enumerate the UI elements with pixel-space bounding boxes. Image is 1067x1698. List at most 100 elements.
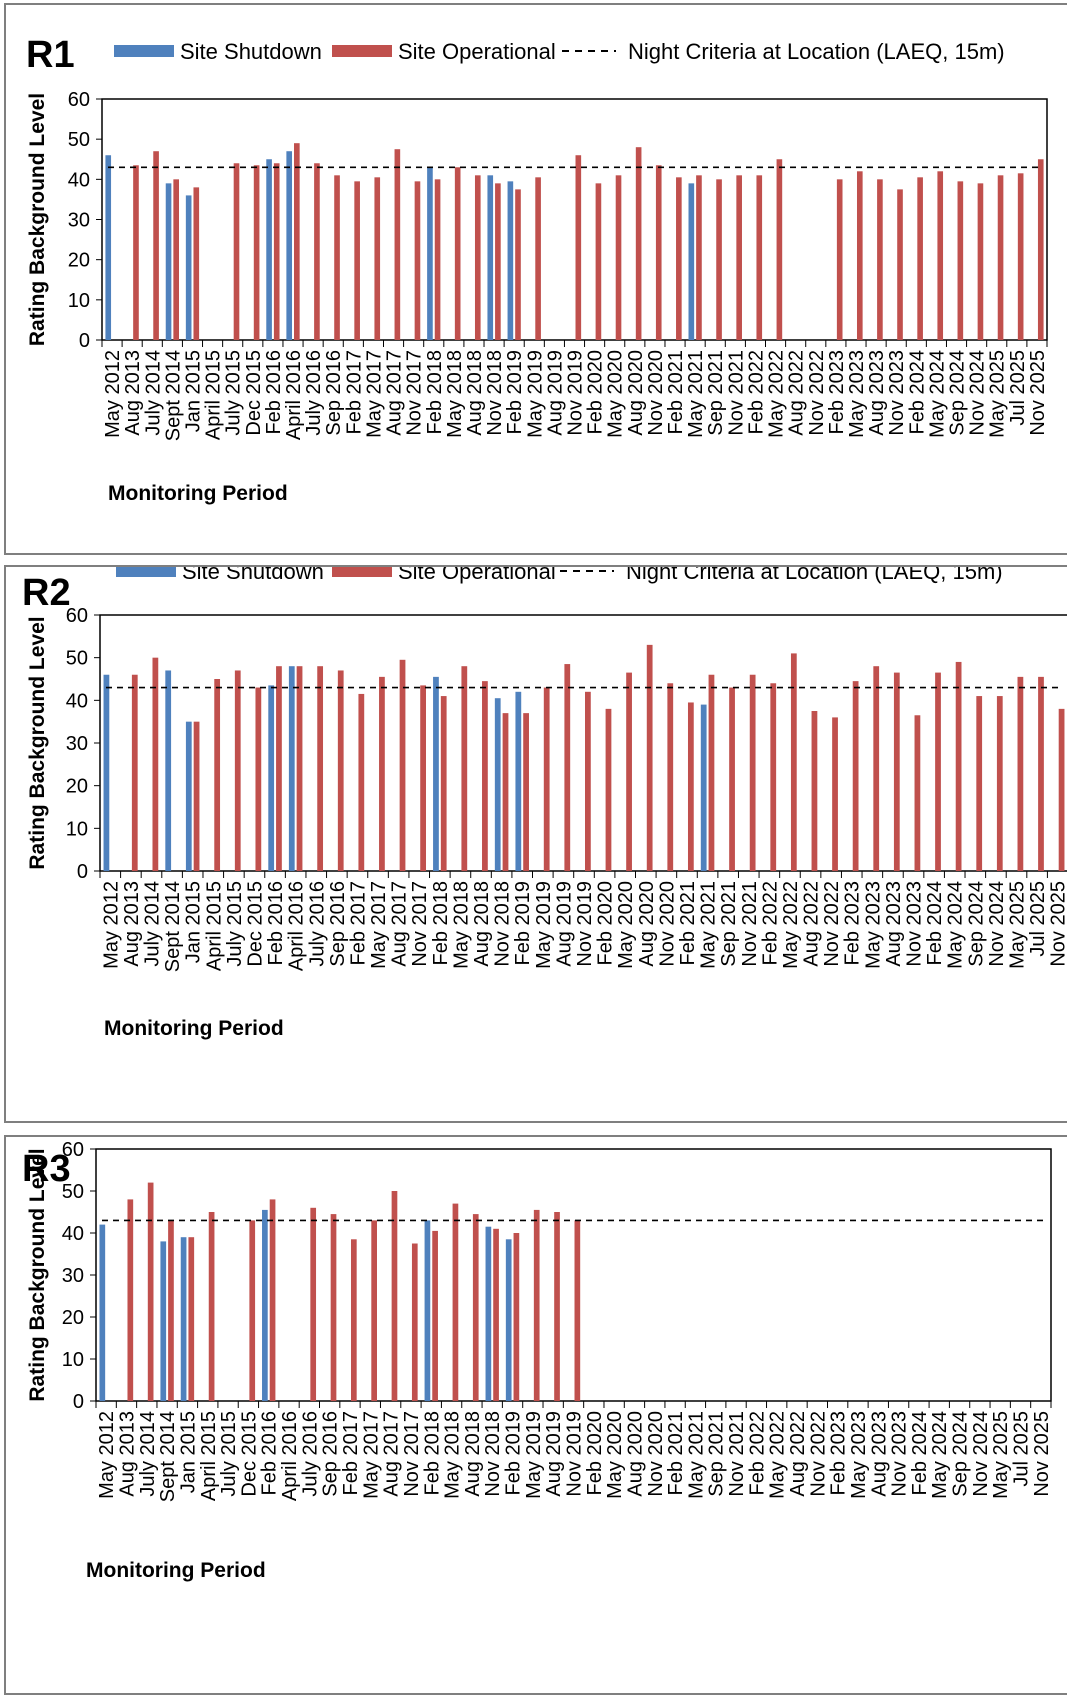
bar-operational: [452, 1203, 459, 1401]
x-tick-label: Sep 2024: [947, 350, 969, 436]
x-tick-label: Feb 2019: [512, 881, 534, 966]
x-tick-label: May 2019: [523, 1411, 545, 1499]
plot-area: [101, 98, 1048, 341]
bar-operational: [314, 163, 320, 340]
bar-operational: [482, 681, 488, 871]
bar-operational: [1017, 173, 1024, 340]
x-tick-label: May 2023: [848, 1411, 870, 1499]
bar-operational: [917, 177, 923, 340]
x-tick-label: Aug 2013: [121, 881, 143, 967]
y-axis-label: Rating Background Level: [26, 1148, 49, 1401]
x-tick-label: Sep 2021: [705, 350, 727, 436]
x-tick-label: Nov 2017: [404, 350, 426, 436]
bar-operational: [873, 666, 880, 871]
bar-shutdown: [688, 183, 695, 340]
x-tick-label: May 2020: [615, 881, 637, 969]
bar-operational: [133, 165, 139, 340]
bar-shutdown: [99, 1224, 106, 1401]
legend-criteria: Night Criteria at Location (LAEQ, 15m): [562, 39, 1005, 64]
x-tick-label: Nov 2024: [970, 1411, 992, 1497]
bar-operational: [269, 1199, 276, 1401]
bar-operational: [502, 713, 509, 871]
x-tick-label: Aug 2017: [389, 881, 411, 967]
bar-operational: [667, 683, 674, 871]
x-tick-label: Feb 2021: [665, 350, 687, 435]
x-tick-label: Nov 2020: [656, 881, 678, 967]
x-tick-label: Aug 2017: [384, 350, 406, 436]
bar-operational: [736, 175, 742, 340]
bar-operational: [440, 696, 447, 871]
bar-operational: [937, 171, 944, 340]
x-tick-label: Aug 2018: [462, 1411, 484, 1497]
bar-operational: [493, 1228, 499, 1401]
y-tick-label: 10: [66, 818, 88, 840]
x-tick-label: Aug 2018: [471, 881, 493, 967]
legend-shutdown-swatch: [116, 565, 176, 577]
y-axis-label: Rating Background Level: [26, 616, 49, 869]
bar-operational: [276, 666, 282, 871]
x-tick-label: Feb 2021: [677, 881, 699, 966]
y-tick-label: 40: [66, 690, 88, 712]
bar-operational: [955, 661, 962, 871]
x-tick-label: Feb 2023: [842, 881, 864, 966]
bar-operational: [317, 666, 324, 871]
bar-operational: [394, 149, 401, 340]
bar-operational: [131, 674, 138, 871]
x-tick-label: July 2015: [224, 881, 246, 967]
x-tick-label: April 2015: [203, 881, 225, 971]
bar-operational: [513, 1233, 520, 1401]
x-tick-label: Sept 2014: [162, 350, 184, 441]
bar-operational: [716, 179, 722, 340]
y-tick-label: 50: [68, 129, 90, 151]
legend-shutdown-label: Site Shutdown: [182, 567, 324, 584]
x-tick-label: Feb 2022: [746, 1411, 768, 1496]
x-tick-label: Feb 2017: [347, 881, 369, 966]
bar-operational: [474, 175, 481, 340]
x-tick-label: Nov 2023: [889, 1411, 911, 1497]
x-axis-label: Monitoring Period: [104, 1017, 284, 1040]
bar-operational: [1037, 159, 1044, 340]
x-tick-label: Nov 2025: [1031, 1411, 1053, 1497]
bar-shutdown: [288, 666, 295, 871]
bar-operational: [249, 1220, 256, 1401]
y-tick-label: 10: [68, 290, 90, 312]
legend-criteria-label: Night Criteria at Location (LAEQ, 15m): [626, 567, 1003, 584]
bar-operational: [977, 183, 984, 340]
bar-operational: [334, 175, 340, 340]
x-axis-label: Monitoring Period: [108, 482, 288, 505]
x-tick-label: Nov 2025: [1048, 881, 1067, 967]
x-tick-label: Dec 2015: [243, 350, 265, 436]
x-axis-label: Monitoring Period: [86, 1559, 266, 1582]
x-tick-label: Feb 2021: [665, 1411, 687, 1496]
x-tick-label: Aug 2013: [122, 350, 144, 436]
bar-operational: [214, 679, 221, 871]
bar-shutdown: [700, 704, 707, 871]
bar-shutdown: [268, 685, 275, 871]
x-tick-label: Feb 2018: [430, 881, 452, 966]
x-tick-label: Aug 2023: [868, 1411, 890, 1497]
bar-shutdown: [487, 175, 494, 340]
x-tick-label: Nov 2025: [1027, 350, 1049, 436]
bar-operational: [411, 1243, 418, 1401]
legend-operational: Site Operational: [332, 39, 556, 64]
bar-operational: [495, 183, 501, 340]
x-tick-label: Feb 2024: [906, 350, 928, 435]
y-tick-label: 0: [77, 861, 88, 883]
x-tick-label: May 2025: [990, 1411, 1012, 1499]
bar-operational: [420, 685, 427, 871]
bar-operational: [790, 653, 797, 871]
bar-operational: [350, 1239, 357, 1401]
x-tick-label: Feb 2016: [265, 881, 287, 966]
x-tick-label: April 2016: [283, 350, 305, 440]
plot-area: [99, 614, 1067, 872]
x-tick-label: May 2018: [444, 350, 466, 438]
bar-shutdown: [507, 181, 514, 340]
x-tick-label: May 2021: [685, 350, 707, 438]
bar-operational: [687, 702, 694, 871]
y-tick-label: 20: [62, 1307, 84, 1329]
bar-operational: [399, 659, 406, 871]
bar-operational: [836, 179, 843, 340]
x-tick-label: Jan 2015: [183, 881, 205, 963]
